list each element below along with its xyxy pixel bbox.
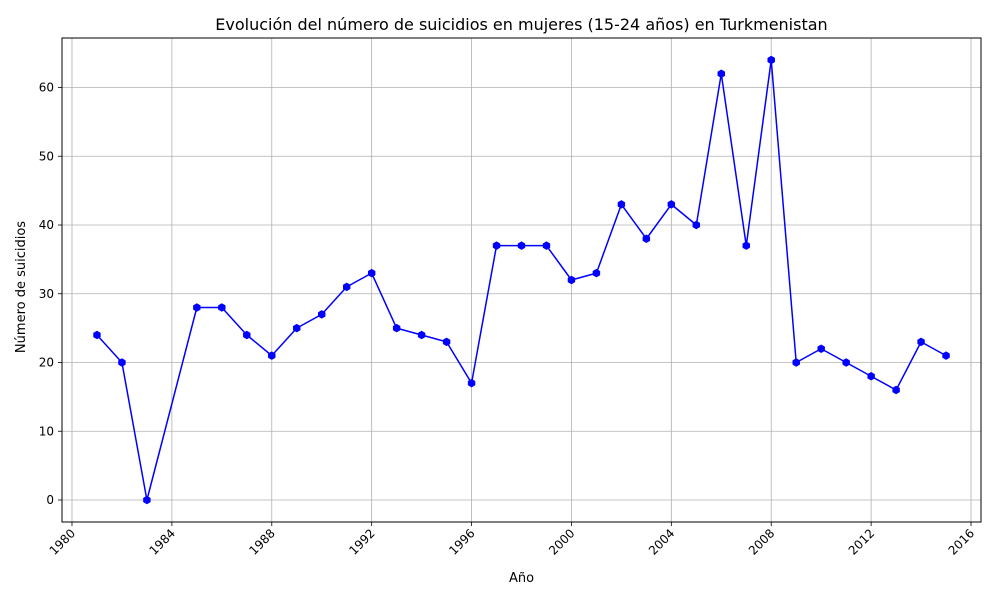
data-point: [417, 330, 426, 340]
data-point: [742, 241, 750, 250]
data-point: [293, 323, 301, 333]
y-tick-label: 30: [39, 287, 54, 301]
data-point: [392, 323, 401, 333]
data-point: [917, 337, 925, 347]
data-point: [342, 282, 351, 292]
y-tick-label: 50: [39, 149, 54, 163]
data-point: [592, 268, 601, 278]
y-tick-label: 60: [39, 81, 54, 95]
data-point: [842, 358, 850, 367]
data-point: [367, 268, 376, 278]
data-point: [542, 241, 551, 250]
data-point: [118, 358, 126, 367]
data-point: [268, 351, 276, 360]
data-point: [517, 241, 526, 250]
x-axis-label: Año: [509, 571, 534, 586]
data-point: [318, 310, 326, 319]
series-layer: [93, 55, 950, 505]
data-point: [817, 344, 825, 354]
chart-title: Evolución del número de suicidios en muj…: [215, 15, 827, 34]
plot-frame: [61, 37, 982, 523]
data-point: [792, 358, 800, 367]
data-point: [467, 378, 476, 388]
data-point: [143, 495, 151, 505]
data-point: [692, 220, 701, 230]
data-point: [867, 371, 875, 381]
y-tick-label: 0: [46, 493, 54, 507]
data-point: [642, 234, 651, 244]
data-point: [93, 330, 101, 340]
data-point: [567, 275, 576, 285]
data-point: [218, 303, 226, 312]
data-point: [892, 385, 900, 395]
data-point: [492, 241, 501, 250]
y-tick-label: 40: [39, 218, 54, 232]
y-axis-label: Número de suicidios: [14, 221, 29, 353]
data-point: [942, 351, 950, 360]
data-point: [442, 337, 451, 347]
data-point: [243, 330, 251, 340]
y-tick-label: 10: [39, 424, 54, 438]
data-point: [717, 69, 725, 79]
data-point: [617, 200, 626, 209]
data-point: [193, 303, 201, 312]
y-tick-label: 20: [39, 356, 54, 370]
data-point: [767, 55, 775, 65]
data-point: [667, 200, 676, 209]
series-line: [96, 59, 947, 501]
